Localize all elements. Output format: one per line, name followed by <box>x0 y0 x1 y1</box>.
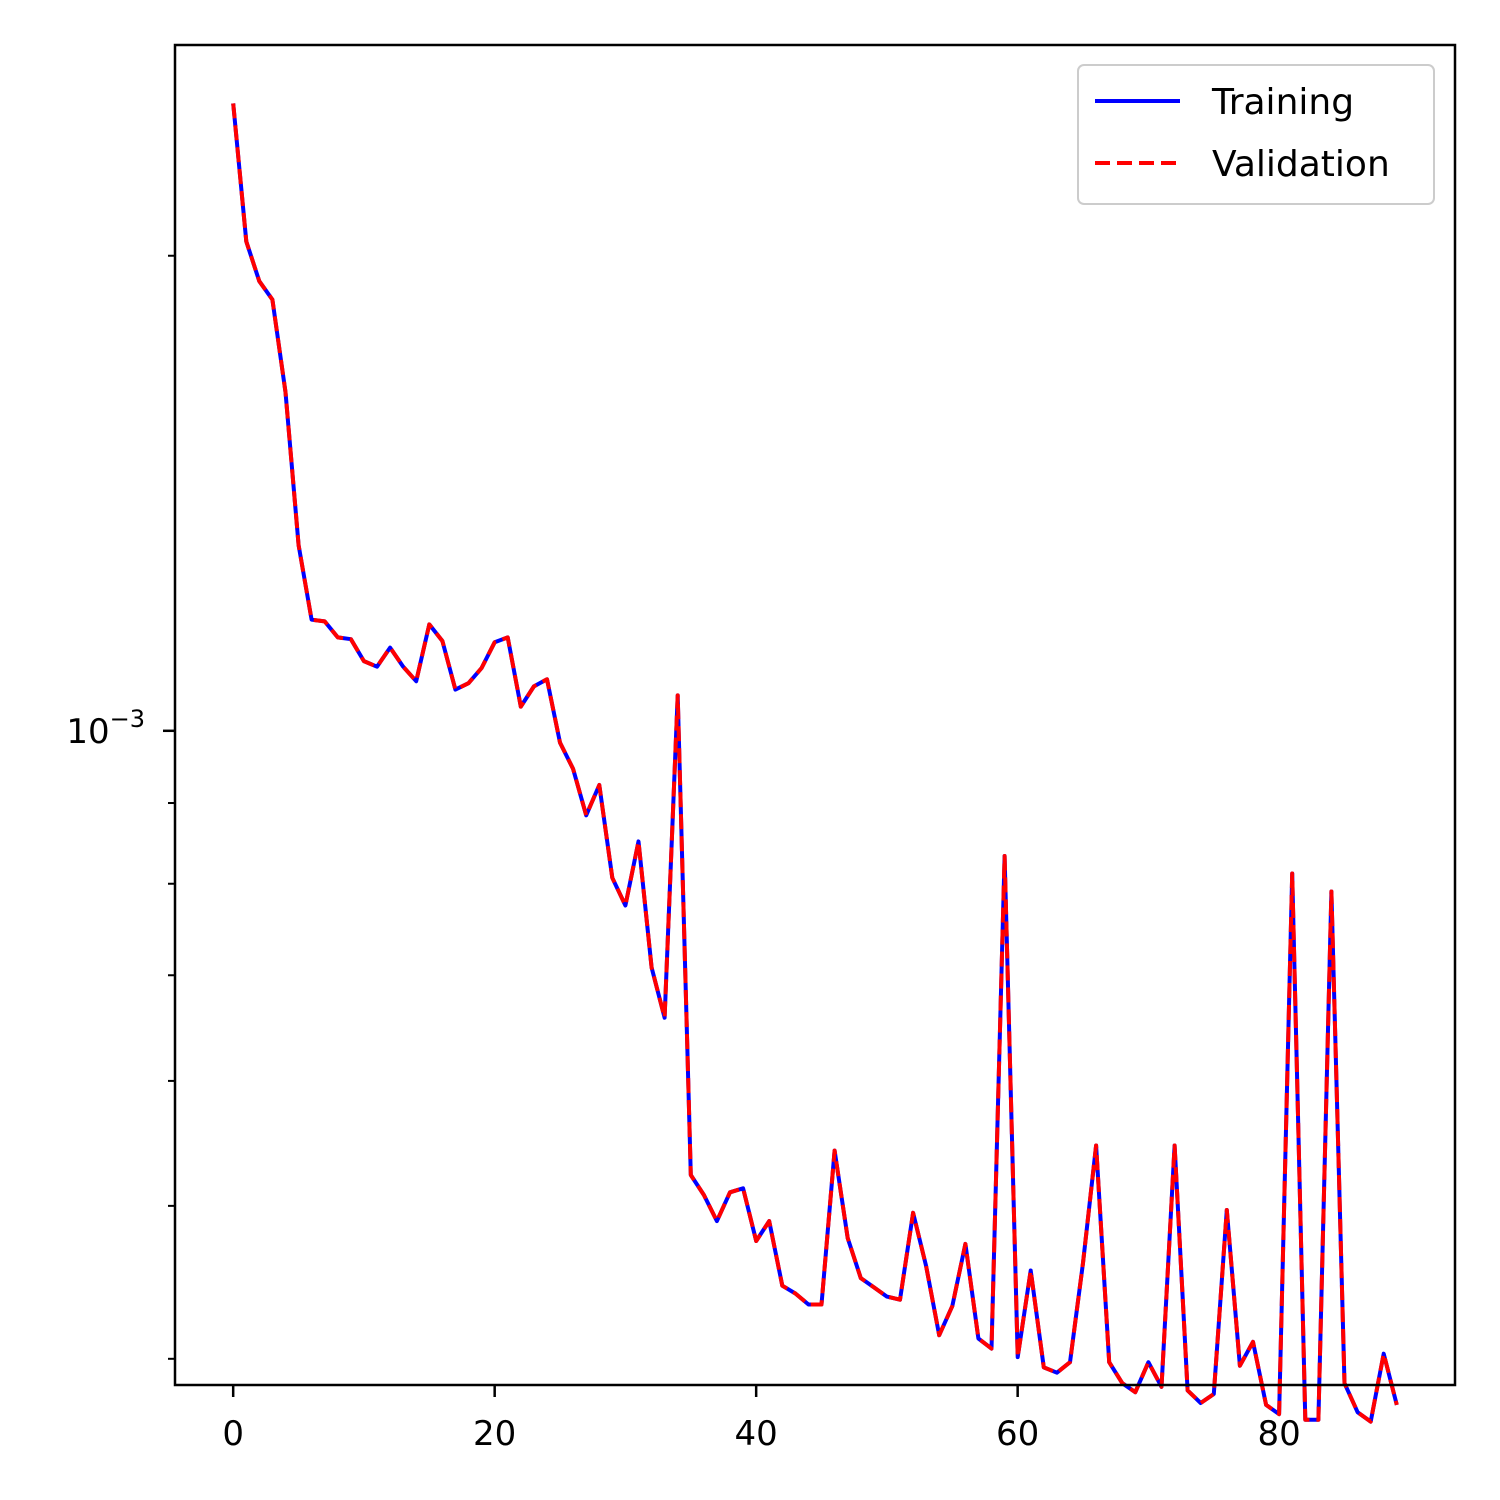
y-tick-label: 10−3 <box>66 705 145 752</box>
axis-ticks: 0 20 40 60 80 10−3 <box>66 254 1301 1454</box>
legend-label-training: Training <box>1211 82 1354 123</box>
x-tick-label: 0 <box>222 1414 244 1454</box>
x-tick-label: 80 <box>1258 1414 1301 1454</box>
plot-lines <box>231 103 1399 1424</box>
x-tick-label: 60 <box>996 1414 1039 1454</box>
legend-label-validation: Validation <box>1212 144 1390 185</box>
legend: Training Validation <box>1077 64 1435 205</box>
series-line-validation <box>231 103 1399 1424</box>
plot-frame <box>173 43 1457 1387</box>
x-tick-label: 20 <box>473 1414 516 1454</box>
x-tick-label: 40 <box>735 1414 778 1454</box>
